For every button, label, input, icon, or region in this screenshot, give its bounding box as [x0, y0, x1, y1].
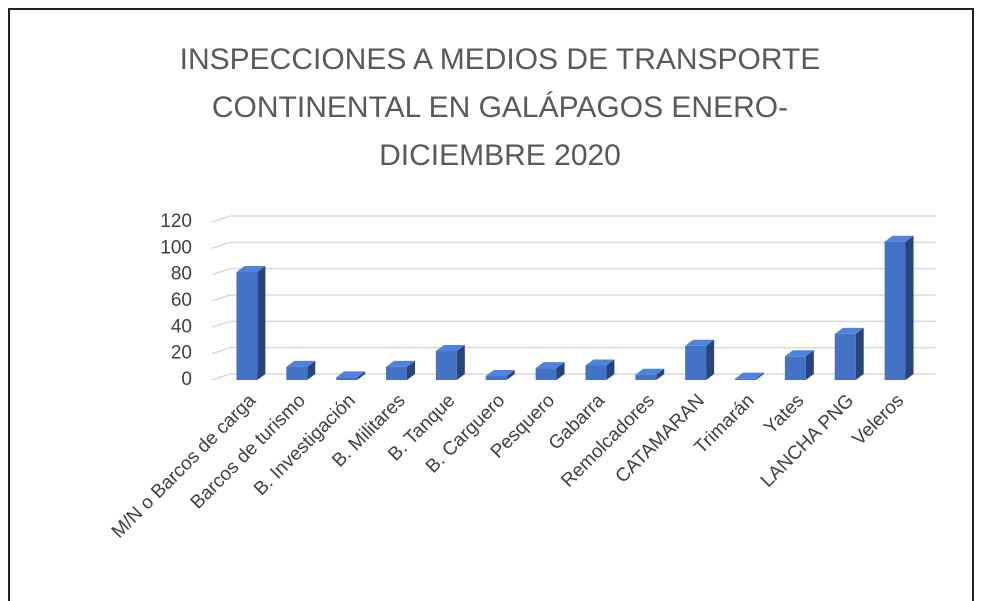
y-tick-label: 40 — [171, 316, 192, 337]
bar-side — [506, 370, 515, 380]
grid-line — [211, 241, 231, 250]
grid-line — [211, 215, 231, 223]
bar — [336, 377, 358, 380]
bar — [834, 333, 856, 380]
bar-side — [905, 235, 914, 380]
x-tick-label: Veleros — [848, 390, 908, 450]
bar — [236, 272, 258, 380]
grid-line — [211, 294, 231, 302]
y-tick-label: 0 — [181, 369, 192, 390]
chart-frame — [8, 8, 974, 601]
bar-side — [606, 359, 615, 380]
y-tick-label: 100 — [160, 237, 192, 258]
bar-top — [286, 360, 316, 367]
bar — [635, 374, 657, 380]
bar-side — [257, 266, 266, 380]
bar-side — [307, 360, 316, 380]
y-tick-label: 20 — [171, 343, 192, 364]
bar — [535, 368, 557, 380]
bar-top — [784, 350, 814, 357]
bar-side — [556, 362, 565, 380]
bar-top — [386, 360, 415, 367]
y-tick-label: 80 — [171, 264, 192, 285]
grid-line — [211, 346, 231, 355]
bar — [884, 241, 906, 380]
grid-line — [211, 267, 231, 276]
bar — [735, 378, 756, 380]
bar — [286, 366, 308, 380]
bar-top — [336, 371, 366, 378]
bar-side — [855, 327, 864, 380]
bar — [386, 366, 407, 380]
bar-top — [685, 339, 715, 346]
bar-side — [456, 345, 465, 380]
bar-top — [236, 266, 266, 273]
bar-side — [406, 360, 415, 380]
bar-top — [834, 327, 864, 334]
grid-line — [211, 373, 231, 381]
bar-top — [884, 235, 914, 242]
bar — [435, 351, 457, 380]
y-tick-label: 120 — [160, 211, 192, 232]
bar-top — [585, 359, 615, 366]
bar-side — [357, 371, 366, 380]
bar — [485, 376, 507, 380]
grid-line — [211, 320, 231, 329]
bar — [585, 365, 607, 380]
bar — [685, 345, 707, 380]
bar-side — [656, 368, 665, 380]
bar-top — [535, 362, 565, 369]
bar-top — [635, 368, 665, 375]
bar-top — [435, 345, 465, 352]
chart-title: INSPECCIONES A MEDIOS DE TRANSPORTE CONT… — [179, 43, 821, 172]
bar-side — [805, 350, 814, 380]
bar-top — [735, 372, 764, 379]
bar-side — [755, 372, 764, 380]
bar-top — [485, 370, 515, 377]
y-tick-label: 60 — [171, 290, 192, 311]
bar — [784, 356, 806, 380]
bar-side — [706, 339, 715, 380]
